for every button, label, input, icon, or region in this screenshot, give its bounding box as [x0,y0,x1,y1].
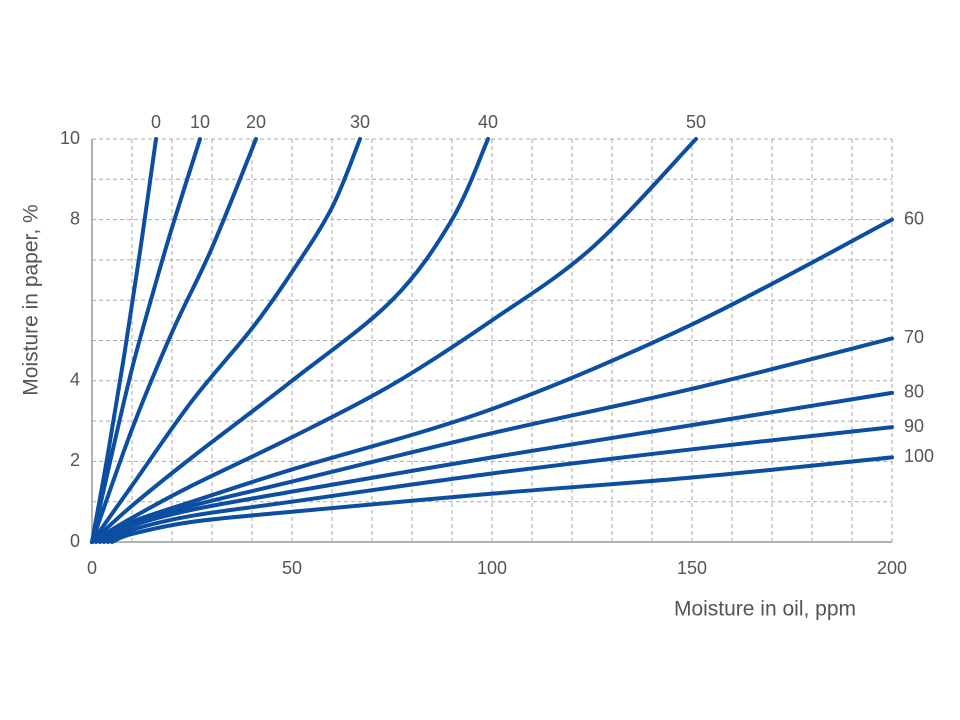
series-label: 50 [686,112,706,132]
curve [90,137,490,544]
curve [90,137,698,544]
series-label: 80 [904,382,924,402]
series-label: 0 [151,112,161,132]
series-label: 30 [350,112,370,132]
curve [90,137,202,544]
y-tick-label: 2 [70,450,80,470]
x-tick-label: 150 [677,558,707,578]
curve [94,217,894,544]
y-tick-label: 4 [70,370,80,390]
curve [102,390,894,544]
x-tick-label: 200 [877,558,907,578]
curve [106,425,894,544]
y-tick-label: 8 [70,208,80,228]
curve [90,137,362,544]
y-tick-label: 10 [60,128,80,148]
y-axis-title: Moisture in paper, % [20,204,43,395]
curve [90,137,258,544]
y-tick-label: 0 [70,531,80,551]
series-label: 70 [904,327,924,347]
curve [90,137,158,544]
series-label: 40 [478,112,498,132]
x-tick-label: 50 [282,558,302,578]
x-tick-label: 100 [477,558,507,578]
x-axis-title: Moisture in oil, ppm [674,598,856,621]
series-label: 20 [246,112,266,132]
curve [98,336,894,544]
series-label: 10 [190,112,210,132]
series-label: 90 [904,416,924,436]
curve [110,455,894,544]
x-tick-label: 0 [87,558,97,578]
series-label: 100 [904,446,934,466]
series-label: 60 [904,208,924,228]
